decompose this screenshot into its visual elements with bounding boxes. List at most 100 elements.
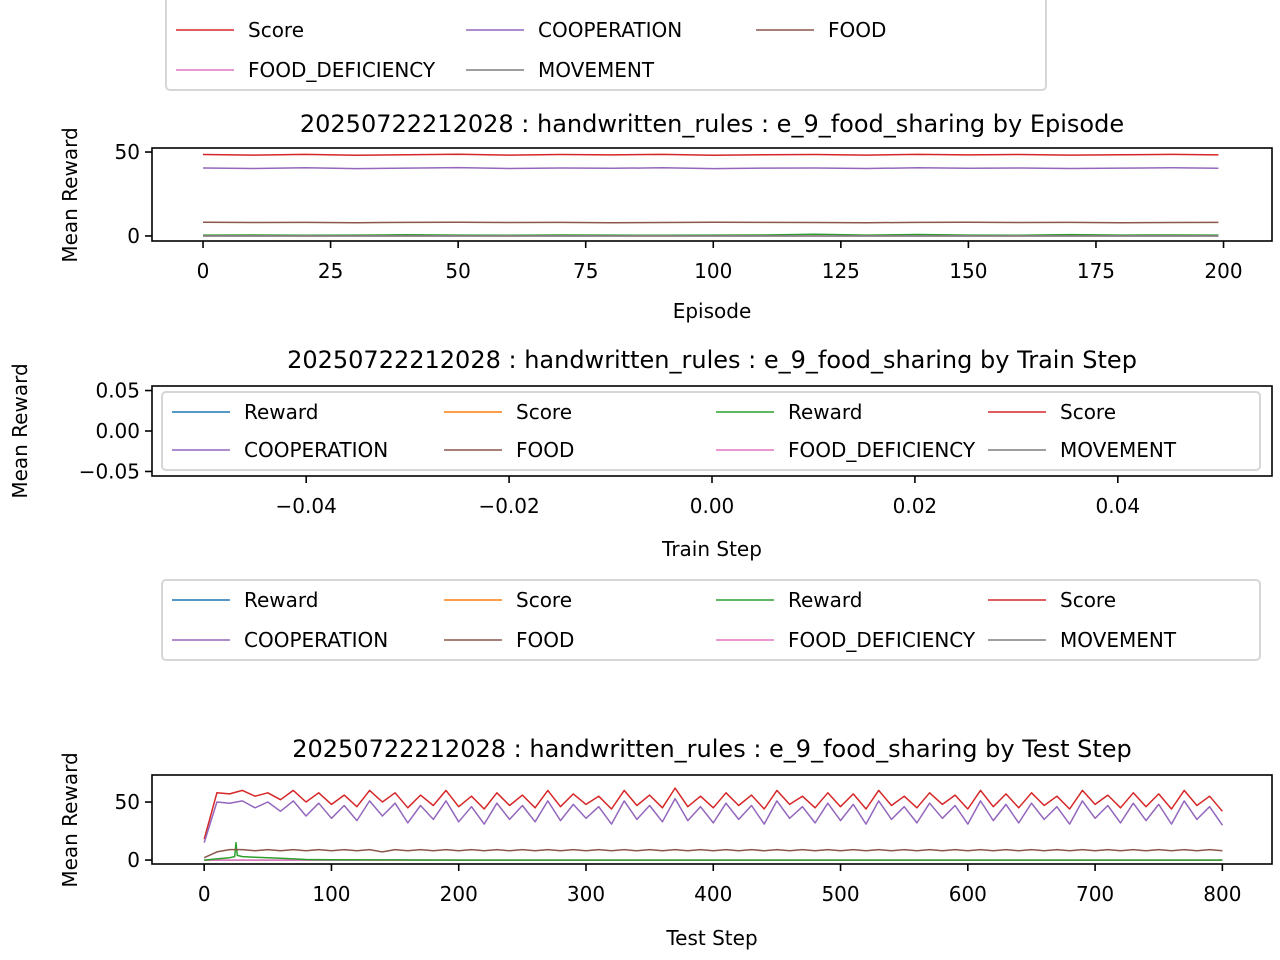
episode-x-tick-label: 50 bbox=[445, 259, 470, 283]
test-series-food-line bbox=[203, 848, 1223, 859]
titles-layer: 20250722212028 : handwritten_rules : e_9… bbox=[8, 110, 1137, 950]
train-legend-item: FOOD bbox=[444, 438, 574, 462]
plots-layer: 0 25 50 75 100 125 150 175 200 0 50 −0.04 −0.02 0.00 0… bbox=[79, 140, 1273, 906]
episode-legend-box bbox=[165, 0, 1047, 91]
test-chart-title: 20250722212028 : handwritten_rules : e_9… bbox=[292, 735, 1132, 763]
test-x-tick-label: 300 bbox=[567, 882, 605, 906]
train-x-tick-label: −0.02 bbox=[478, 494, 539, 518]
episode-legend-label: MOVEMENT bbox=[538, 58, 655, 82]
episode-series-score-line bbox=[202, 153, 1219, 156]
train-x-tick-label: 0.00 bbox=[690, 494, 735, 518]
episode-legend-label: FOOD_DEFICIENCY bbox=[248, 58, 436, 82]
episode-x-tick-label: 25 bbox=[318, 259, 343, 283]
train-legend-label: COOPERATION bbox=[244, 438, 388, 462]
train-chart-title: 20250722212028 : handwritten_rules : e_9… bbox=[287, 346, 1137, 374]
train-legend-label: Reward bbox=[244, 400, 318, 424]
train-legend: Reward Score Reward Score COOPERATION FOOD FOO… bbox=[161, 391, 1261, 471]
episode-x-label: Episode bbox=[673, 299, 752, 323]
train-legend-label: MOVEMENT bbox=[1060, 438, 1177, 462]
episode-series-cooperation-line bbox=[202, 166, 1219, 170]
train-y-tick-label: 0.00 bbox=[95, 419, 140, 443]
train-legend-item: FOOD_DEFICIENCY bbox=[716, 438, 976, 462]
test-x-tick-label: 700 bbox=[1076, 882, 1114, 906]
test-legend-label: MOVEMENT bbox=[1060, 628, 1177, 652]
episode-x-tick-label: 100 bbox=[694, 259, 732, 283]
train-legend-item: Reward bbox=[172, 400, 318, 424]
train-legend-box bbox=[161, 391, 1261, 471]
episode-legend-item: COOPERATION bbox=[466, 18, 682, 42]
test-legend-label: Reward bbox=[788, 588, 862, 612]
train-legend-item: Score bbox=[444, 400, 572, 424]
train-legend-item: Reward bbox=[716, 400, 862, 424]
test-x-tick-label: 800 bbox=[1203, 882, 1241, 906]
train-x-label: Train Step bbox=[661, 537, 762, 561]
test-x-tick-label: 0 bbox=[198, 882, 211, 906]
test-legend-label: COOPERATION bbox=[244, 628, 388, 652]
train-legend-label: Score bbox=[1060, 400, 1116, 424]
test-legend-item: FOOD bbox=[444, 628, 574, 652]
episode-legend-item: Score bbox=[176, 18, 304, 42]
train-legend-item: Score bbox=[988, 400, 1116, 424]
train-legend-label: FOOD_DEFICIENCY bbox=[788, 438, 976, 462]
episode-axes: 0 25 50 75 100 125 150 175 200 0 50 bbox=[115, 140, 1273, 283]
test-legend-label: Score bbox=[1060, 588, 1116, 612]
test-legend-label: FOOD bbox=[516, 628, 574, 652]
test-legend-item: FOOD_DEFICIENCY bbox=[716, 628, 976, 652]
test-y-tick-label: 0 bbox=[127, 848, 140, 872]
episode-series-group bbox=[202, 153, 1219, 237]
train-legend-item: COOPERATION bbox=[172, 438, 388, 462]
test-legend-item: Score bbox=[444, 588, 572, 612]
episode-legend-item: MOVEMENT bbox=[466, 58, 655, 82]
test-series-reward-line bbox=[204, 841, 1223, 861]
episode-legend-label: Score bbox=[248, 18, 304, 42]
train-legend-label: FOOD bbox=[516, 438, 574, 462]
test-legend-item: Reward bbox=[172, 588, 318, 612]
train-y-label: Mean Reward bbox=[8, 363, 32, 498]
episode-x-tick-label: 150 bbox=[949, 259, 987, 283]
episode-x-tick-label: 125 bbox=[822, 259, 860, 283]
test-axes-frame bbox=[151, 774, 1273, 865]
test-x-label: Test Step bbox=[665, 926, 757, 950]
episode-legend: Score COOPERATION FOOD FOOD_DEFICIENCY MOVEM… bbox=[165, 0, 1047, 91]
episode-y-tick-label: 0 bbox=[127, 224, 140, 248]
train-axes: −0.04 −0.02 0.00 0.02 0.04 0.05 0.00 −0.05 bbox=[79, 379, 1273, 518]
test-legend-item: Score bbox=[988, 588, 1116, 612]
test-series-group bbox=[203, 787, 1224, 861]
test-axes: 0 100 200 300 400 500 600 700 800 0 50 bbox=[115, 774, 1273, 906]
episode-series-reward-line bbox=[202, 233, 1219, 237]
test-legend-item: COOPERATION bbox=[172, 628, 388, 652]
test-legend-item: MOVEMENT bbox=[988, 628, 1177, 652]
episode-x-tick-label: 175 bbox=[1077, 259, 1115, 283]
test-legend-label: Score bbox=[516, 588, 572, 612]
train-legend-label: Score bbox=[516, 400, 572, 424]
train-x-tick-label: 0.02 bbox=[893, 494, 938, 518]
episode-legend-item: FOOD_DEFICIENCY bbox=[176, 58, 436, 82]
test-y-label: Mean Reward bbox=[58, 752, 82, 887]
test-x-tick-label: 500 bbox=[821, 882, 859, 906]
episode-y-tick-label: 50 bbox=[115, 140, 140, 164]
train-y-tick-label: −0.05 bbox=[79, 459, 140, 483]
test-x-tick-label: 600 bbox=[949, 882, 987, 906]
test-legend-label: Reward bbox=[244, 588, 318, 612]
test-x-tick-label: 200 bbox=[440, 882, 478, 906]
test-series-cooperation-line bbox=[203, 797, 1224, 843]
train-legend-item: MOVEMENT bbox=[988, 438, 1177, 462]
train-x-tick-label: 0.04 bbox=[1096, 494, 1141, 518]
episode-series-food-line bbox=[202, 221, 1219, 224]
test-legend-box bbox=[161, 579, 1261, 661]
train-x-tick-label: −0.04 bbox=[276, 494, 337, 518]
episode-legend-label: COOPERATION bbox=[538, 18, 682, 42]
test-y-tick-label: 50 bbox=[115, 790, 140, 814]
episode-x-tick-label: 0 bbox=[197, 259, 210, 283]
episode-axes-frame bbox=[151, 147, 1273, 242]
episode-chart-title: 20250722212028 : handwritten_rules : e_9… bbox=[300, 110, 1124, 138]
legends-layer: Score COOPERATION FOOD FOOD_DEFICIENCY MOVEM… bbox=[161, 0, 1261, 661]
test-x-tick-label: 100 bbox=[312, 882, 350, 906]
episode-legend-label: FOOD bbox=[828, 18, 886, 42]
train-y-tick-label: 0.05 bbox=[95, 379, 140, 403]
episode-x-tick-label: 200 bbox=[1204, 259, 1242, 283]
episode-legend-item: FOOD bbox=[756, 18, 886, 42]
test-x-tick-label: 400 bbox=[694, 882, 732, 906]
